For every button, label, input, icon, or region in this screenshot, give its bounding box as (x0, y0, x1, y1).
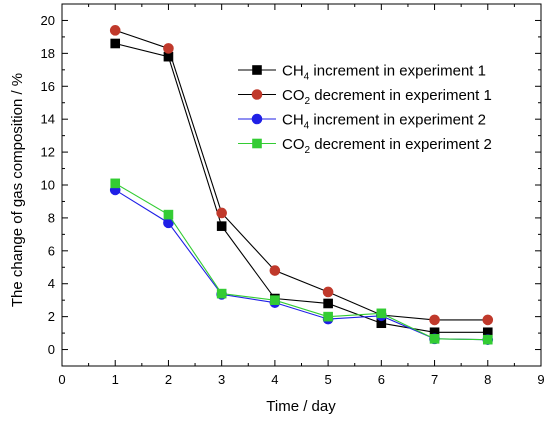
data-point (270, 295, 280, 305)
series-4 (110, 178, 493, 345)
data-point (323, 298, 333, 309)
data-point (482, 334, 493, 345)
data-point (163, 43, 174, 54)
legend-label: CH4 increment in experiment 1 (282, 63, 486, 83)
series-line (115, 42, 488, 333)
x-tick-label: 5 (324, 372, 331, 387)
data-point (216, 221, 227, 231)
legend-item-4: CO2 decrement in experiment 2 (238, 136, 492, 156)
y-tick-label: 6 (48, 243, 55, 258)
legend-label: CH4 increment in experiment 2 (282, 112, 486, 132)
x-axis-label: Time / day (266, 398, 336, 415)
x-tick-label: 4 (271, 372, 278, 387)
legend-label: CO2 decrement in experiment 2 (282, 136, 492, 156)
data-point (109, 25, 121, 36)
y-tick-label: 20 (41, 13, 55, 28)
data-point (429, 334, 440, 344)
x-tick-label: 9 (537, 372, 544, 387)
series-line (114, 182, 488, 341)
series-line (115, 29, 488, 321)
y-axis-label: The change of gas composition / % (9, 73, 26, 307)
legend-marker (251, 89, 263, 100)
y-tick-label: 4 (48, 276, 55, 291)
data-point (269, 265, 281, 276)
y-tick-label: 10 (41, 178, 55, 193)
legend: CH4 increment in experiment 1 CO2 decreme… (238, 63, 492, 156)
x-tick-label: 2 (165, 372, 172, 387)
y-tick-label: 16 (41, 79, 55, 94)
x-tick-label: 8 (484, 372, 491, 387)
data-point (216, 288, 227, 299)
plot-frame (61, 3, 542, 367)
legend-item-1: CH4 increment in experiment 1 (238, 63, 486, 83)
x-tick-label: 1 (112, 372, 119, 387)
y-tick-label: 12 (41, 145, 55, 160)
data-point (376, 308, 387, 319)
legend-marker (252, 65, 262, 75)
data-point (323, 311, 333, 322)
data-point (322, 286, 334, 298)
legend-marker (252, 138, 262, 149)
legend-item-3: CH4 increment in experiment 2 (238, 112, 486, 132)
x-tick-label: 6 (378, 372, 385, 387)
data-point (110, 38, 121, 49)
data-point (163, 209, 174, 220)
x-tick-label: 0 (58, 372, 65, 387)
y-tick-label: 18 (41, 46, 55, 61)
legend-marker (251, 113, 263, 125)
legend-label: CO2 decrement in experiment 1 (282, 87, 492, 107)
data-point (429, 314, 440, 326)
y-tick-label: 14 (41, 112, 55, 127)
data-point (482, 314, 494, 326)
legend-item-2: CO2 decrement in experiment 1 (238, 87, 492, 107)
series-layer (109, 25, 494, 345)
y-tick-label: 2 (48, 309, 55, 324)
y-tick-label: 0 (48, 342, 55, 357)
data-point (110, 178, 121, 189)
series-1 (110, 38, 493, 338)
x-tick-label: 7 (431, 372, 438, 387)
data-point (216, 207, 227, 219)
y-tick-label: 8 (48, 210, 55, 225)
x-tick-label: 3 (218, 372, 225, 387)
